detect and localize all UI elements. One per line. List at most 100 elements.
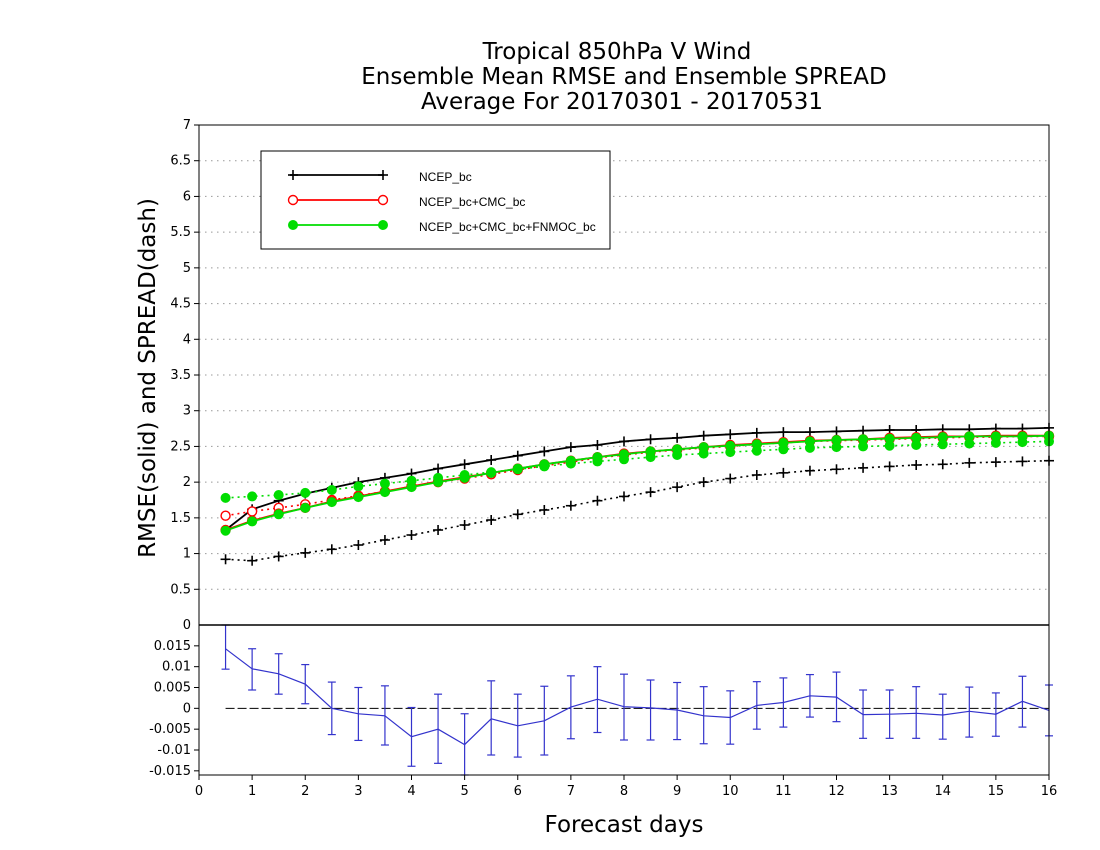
- x-tick-label-3: 3: [354, 784, 362, 799]
- series-s0-rmse-point-14: [592, 440, 603, 450]
- series-s2-rmse-point-26: [911, 432, 922, 443]
- series-s2-spread-point-4: [326, 485, 337, 495]
- series-s0-spread-point-22: [804, 465, 815, 476]
- legend-label-ncep-cmc-fnmoc: NCEP_bc+CMC_bc+FNMOC_bc: [419, 220, 596, 234]
- diff-y-tick-label-6: 0.015: [154, 639, 191, 654]
- series-s2-rmse-point-6: [379, 487, 390, 498]
- series-s2-spread-point-5: [353, 481, 364, 492]
- series-s0-rmse-point-22: [804, 427, 815, 438]
- x-tick-label-8: 8: [620, 784, 628, 799]
- series-s0-spread-point-14: [592, 495, 603, 506]
- series-s2-rmse-point-10: [486, 467, 497, 478]
- series-s2-rmse-point-11: [512, 463, 523, 474]
- legend-marker-start-0: [288, 170, 298, 180]
- series-s2-rmse-point-18: [698, 442, 709, 453]
- series-s0-rmse-point-20: [751, 427, 762, 438]
- series-s2-rmse-point-28: [964, 431, 975, 442]
- series-s2-rmse-point-3: [300, 502, 311, 513]
- series-s0-rmse-point-9: [459, 459, 470, 470]
- series-s0-rmse-point-11: [512, 450, 523, 461]
- series-s0-spread-point-26: [911, 460, 922, 470]
- error-bar-27: [938, 693, 947, 740]
- series-s2-spread-point-2: [273, 490, 284, 500]
- series-s2-rmse-point-27: [937, 432, 948, 443]
- legend-marker-end-1: [377, 194, 389, 206]
- series-s2-rmse-point-21: [778, 437, 789, 448]
- chart-title-line-2: Ensemble Mean RMSE and Ensemble SPREAD: [361, 64, 886, 90]
- series-s2-rmse-point-8: [433, 477, 444, 488]
- series-s0-spread-point-10: [486, 515, 497, 525]
- series-s0-rmse-point-19: [725, 429, 736, 440]
- x-tick-label-0: 0: [195, 784, 203, 799]
- series-s0-spread-point-8: [433, 525, 444, 535]
- y-axis-label: RMSE(solid) and SPREAD(dash): [135, 198, 161, 558]
- x-tick-label-11: 11: [775, 784, 792, 799]
- series-s0-rmse-point-13: [565, 442, 576, 453]
- x-tick-label-7: 7: [567, 784, 575, 799]
- series-s2-rmse-point-24: [858, 434, 869, 445]
- series-s0-spread-point-6: [379, 535, 390, 545]
- x-tick-label-4: 4: [407, 784, 415, 799]
- series-s0-spread-point-30: [1017, 456, 1028, 467]
- main-panel-gridlines: [199, 160, 1049, 590]
- series-s2-rmse-point-16: [645, 446, 656, 457]
- series-s2-spread-point-0: [220, 492, 231, 503]
- series-s2-rmse-point-9: [459, 472, 470, 483]
- x-tick-label-13: 13: [881, 784, 898, 799]
- series-s0-spread-point-20: [751, 470, 762, 480]
- series-s2-rmse-point-20: [751, 439, 762, 450]
- series-s0-rmse-point-8: [433, 463, 444, 474]
- series-s0-spread-point-3: [300, 547, 311, 558]
- series-s0-spread-point-18: [698, 477, 709, 488]
- series-s2-rmse-point-14: [592, 452, 603, 463]
- series-s0-spread-point-17: [672, 482, 683, 493]
- series-s2-rmse-point-22: [804, 436, 815, 447]
- y-tick-label-12: 6.5: [170, 154, 191, 169]
- y-tick-label-zero: 0: [183, 618, 191, 633]
- series-s2-spread-point-6: [379, 478, 390, 489]
- legend-marker-start-1: [287, 194, 299, 206]
- series-s1-spread-point-1: [246, 506, 258, 517]
- series-s0-rmse-point-24: [858, 425, 869, 436]
- series-s0-spread-point-15: [619, 491, 629, 502]
- legend-marker-end-2: [378, 220, 388, 230]
- chart-title-line-1: Tropical 850hPa V Wind: [482, 39, 752, 65]
- series-s0-spread-point-19: [725, 473, 736, 484]
- series-s2-rmse-point-19: [725, 440, 736, 451]
- series-s2-spread-point-3: [300, 487, 311, 498]
- series-s0-spread-point-2: [273, 551, 284, 562]
- series-s0-spread-point-11: [512, 509, 523, 520]
- series-s0-spread-point-28: [964, 457, 975, 468]
- error-bar-26: [912, 686, 921, 739]
- series-s2-rmse-point-5: [353, 492, 364, 503]
- series-s0-spread-point-23: [831, 464, 842, 475]
- series-s2-rmse-point-12: [539, 459, 550, 470]
- series-s0-rmse-point-16: [645, 434, 656, 445]
- y-tick-label-4: 2.5: [170, 439, 191, 454]
- series-layer: [220, 422, 1055, 566]
- series-s0-spread-line: [225, 459, 1050, 562]
- y-tick-label-7: 4: [183, 332, 191, 347]
- series-s0-spread-point-7: [406, 530, 417, 540]
- x-tick-label-14: 14: [934, 784, 951, 799]
- series-s0-rmse-point-12: [539, 446, 550, 457]
- legend-marker-end-0: [378, 170, 388, 180]
- series-s0-rmse-point-18: [698, 430, 709, 441]
- x-tick-label-5: 5: [460, 784, 468, 799]
- series-s0-spread-point-9: [459, 520, 470, 530]
- diff-y-tick-label-2: -0.005: [149, 722, 191, 737]
- series-s2-rmse-point-0: [220, 525, 231, 536]
- error-bar-17: [673, 681, 682, 741]
- series-s0-spread-point-24: [858, 462, 869, 473]
- legend-label-ncep-bc: NCEP_bc: [419, 170, 472, 184]
- series-s0-rmse-point-21: [778, 427, 789, 438]
- series-s0-rmse-point-10: [486, 455, 497, 465]
- x-tick-label-6: 6: [514, 784, 522, 799]
- error-bar-10: [487, 680, 496, 756]
- error-bar-28: [965, 686, 974, 738]
- axis-ticks: 0.511.522.533.544.555.566.570-0.015-0.01…: [149, 118, 1057, 799]
- y-tick-label-11: 6: [183, 189, 191, 204]
- series-s2-rmse-point-1: [247, 516, 258, 527]
- y-tick-label-5: 3: [183, 404, 191, 419]
